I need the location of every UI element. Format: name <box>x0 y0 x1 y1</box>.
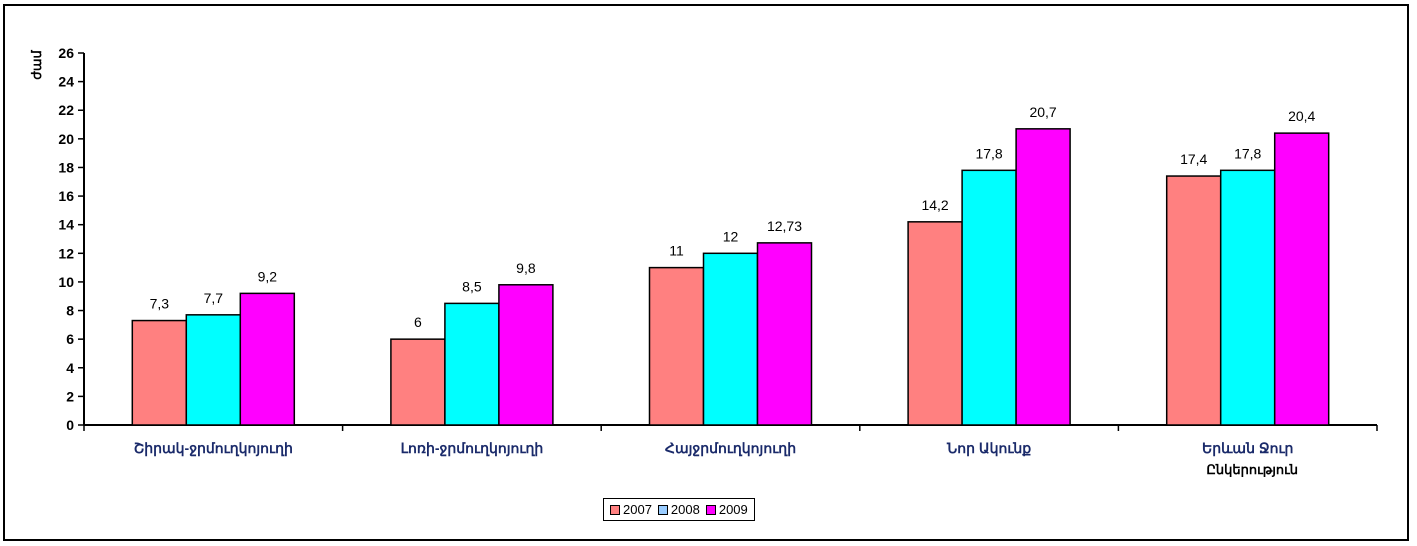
bar-2007 <box>390 338 446 426</box>
data-label: 9,2 <box>258 268 278 284</box>
y-tick-label: 0 <box>66 417 74 433</box>
x-category-label: Երևան Ջուր <box>1202 440 1293 457</box>
legend-item-2007: 2007 <box>610 502 652 517</box>
bar-2007 <box>648 266 705 426</box>
y-tick-label: 12 <box>58 245 74 261</box>
bar-2007 <box>131 319 188 426</box>
y-tick-label: 8 <box>66 303 74 319</box>
x-category-label: Նոր Ակունք <box>946 440 1031 457</box>
data-label: 17,8 <box>975 145 1002 161</box>
y-tick-label: 20 <box>58 131 74 147</box>
bar-2008 <box>444 302 500 426</box>
legend-swatch-2009 <box>705 504 716 515</box>
y-tick-label: 14 <box>58 217 74 233</box>
legend: 2007 2008 2009 <box>603 498 755 521</box>
bar-2009 <box>756 242 813 426</box>
legend-item-2009: 2009 <box>705 502 748 517</box>
legend-label-2008: 2008 <box>670 502 700 517</box>
bar-2008 <box>961 169 1017 426</box>
legend-label-2009: 2009 <box>718 502 748 517</box>
bar-2007 <box>1165 175 1222 426</box>
bar-2008 <box>702 252 759 426</box>
x-category-label: Հայջրմուղկոյուղի <box>665 440 796 457</box>
legend-swatch-2008 <box>657 504 668 515</box>
y-tick-label: 22 <box>58 102 74 118</box>
data-label: 7,3 <box>150 296 170 312</box>
legend-label-2007: 2007 <box>623 502 652 517</box>
y-tick-label: 26 <box>58 45 74 61</box>
bar-2009 <box>498 284 554 426</box>
data-label: 11 <box>669 243 684 259</box>
data-label: 9,8 <box>516 260 536 276</box>
y-axis-title: ժամ <box>29 50 44 80</box>
data-label: 7,7 <box>204 290 224 306</box>
data-label: 17,8 <box>1234 145 1261 161</box>
data-label: 8,5 <box>462 278 482 294</box>
bar-2007 <box>907 221 963 426</box>
bar-2009 <box>1273 132 1330 426</box>
x-category-label: Շիրակ-ջրմուղկոյուղի <box>134 440 293 457</box>
bar-2008 <box>185 314 242 426</box>
bar-2009 <box>1015 128 1071 426</box>
data-label: 20,4 <box>1288 108 1315 124</box>
data-label: 14,2 <box>921 197 948 213</box>
y-tick-label: 18 <box>58 159 74 175</box>
x-axis-title: Ընկերություն <box>1206 462 1298 477</box>
data-label: 17,4 <box>1180 151 1207 167</box>
y-tick-label: 2 <box>66 388 74 404</box>
legend-item-2008: 2008 <box>657 502 700 517</box>
bar-2008 <box>1219 169 1276 426</box>
data-label: 12,73 <box>767 218 802 234</box>
y-tick-label: 16 <box>58 188 74 204</box>
legend-swatch-2007 <box>610 504 620 515</box>
data-label: 12 <box>723 228 739 244</box>
x-category-label: Լոռի-ջրմուղկոյուղի <box>401 440 544 457</box>
bar-2009 <box>239 292 296 426</box>
data-label: 20,7 <box>1029 104 1056 120</box>
data-label: 6 <box>414 314 422 330</box>
y-tick-label: 10 <box>58 274 74 290</box>
y-tick-label: 24 <box>58 74 74 90</box>
y-tick-label: 6 <box>66 331 74 347</box>
y-tick-label: 4 <box>66 360 74 376</box>
